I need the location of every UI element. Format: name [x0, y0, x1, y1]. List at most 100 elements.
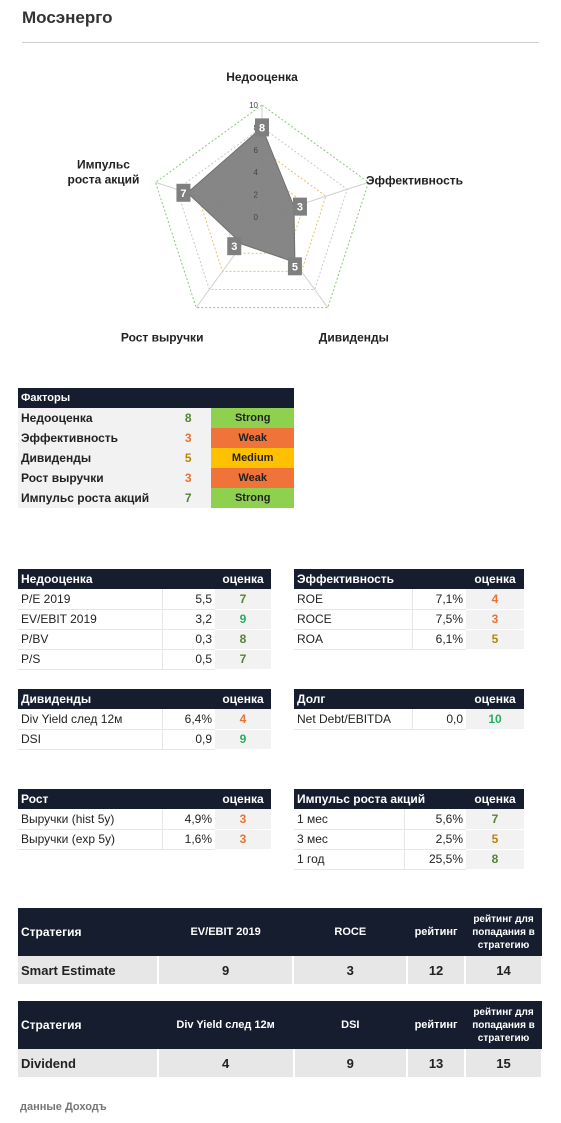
metric-name: DSI: [18, 729, 162, 750]
debt-table: Долг оценка Net Debt/EBITDA 0,0 10: [294, 689, 524, 730]
factor-score: 3: [165, 468, 212, 488]
radar-tick-label: 4: [254, 168, 259, 177]
table-row: Div Yield след 12м 6,4% 4: [18, 709, 271, 730]
table-row: P/S 0,5 7: [18, 649, 271, 670]
score-header: оценка: [215, 569, 271, 589]
metric-name: 1 мес: [294, 809, 404, 830]
metric-score: 10: [466, 709, 524, 730]
metric-value: 0,9: [161, 729, 215, 750]
factor-name: Дивиденды: [18, 448, 166, 468]
metric-value: 7,5%: [411, 609, 466, 630]
metric-value: 25,5%: [403, 849, 466, 870]
strategy-smart-estimate-table: Стратегия EV/EBIT 2019 ROCE рейтинг рейт…: [18, 908, 543, 984]
factor-row-dividends: Дивиденды 5 Medium: [18, 448, 294, 468]
factor-name: Рост выручки: [18, 468, 166, 488]
metric-value: 0,0: [411, 709, 466, 730]
factor-rating-badge: Weak: [211, 428, 294, 448]
radar-grid-ring: [154, 104, 370, 309]
metric-score: 4: [466, 589, 524, 610]
metric-name: Выручки (hist 5y): [18, 809, 162, 830]
metric-name: P/BV: [18, 629, 162, 650]
factor-rating-badge: Strong: [211, 408, 294, 428]
radar-value-box: [255, 118, 269, 137]
metric-value: 0,3: [161, 629, 215, 650]
metric-score: 5: [466, 829, 524, 850]
radar-value-marker: 8: [255, 118, 269, 137]
undervaluation-table: Недооценка оценка P/E 2019 5,5 7 EV/EBIT…: [18, 569, 271, 670]
factor-name: Эффективность: [18, 428, 166, 448]
radar-value-label: 7: [180, 188, 186, 200]
table-row: EV/EBIT 2019 3,2 9: [18, 609, 271, 630]
table-row: Net Debt/EBITDA 0,0 10: [294, 709, 524, 730]
factor-name: Импульс роста акций: [18, 488, 166, 508]
radar-axis-label: Рост выручки: [121, 331, 204, 345]
factor-row-revenue-growth: Рост выручки 3 Weak: [18, 468, 294, 488]
table-row: ROA 6,1% 5: [294, 629, 524, 650]
table-row: 1 мес 5,6% 7: [294, 809, 524, 830]
strategy-row: Dividend 4 9 13 15: [18, 1049, 543, 1077]
radar-axis-label: Недооценка: [226, 70, 298, 84]
radar-value-box: [292, 197, 307, 216]
strategy-rating-header: рейтинг: [407, 908, 466, 956]
table-row: 1 год 25,5% 8: [294, 849, 524, 870]
dividends-header: Дивиденды: [18, 689, 215, 709]
metric-score: 7: [215, 649, 271, 670]
metric-score: 9: [215, 609, 271, 630]
table-row: 3 мес 2,5% 5: [294, 829, 524, 850]
growth-table: Рост оценка Выручки (hist 5y) 4,9% 3 Выр…: [18, 789, 271, 850]
score-header: оценка: [466, 689, 524, 709]
radar-axis-label: Дивиденды: [319, 331, 389, 345]
factor-name: Недооценка: [18, 408, 166, 428]
metric-name: Выручки (exp 5y): [18, 829, 162, 850]
strategy-name: Dividend: [18, 1049, 159, 1077]
metric-value: 5,6%: [403, 809, 466, 830]
metric-score: 3: [215, 809, 271, 830]
metric-name: ROE: [294, 589, 412, 610]
strategy-dividend-table: Стратегия Div Yield след 12м DSI рейтинг…: [18, 1001, 543, 1077]
strategy-row: Smart Estimate 9 3 12 14: [18, 956, 543, 984]
radar-tick-label: 2: [254, 191, 259, 200]
radar-tick-label: 10: [249, 101, 258, 110]
radar-value-label: 3: [231, 241, 237, 253]
metric-score: 7: [215, 589, 271, 610]
dividends-table: Дивиденды оценка Div Yield след 12м 6,4%…: [18, 689, 271, 750]
radar-value-marker: 7: [176, 183, 191, 202]
metric-name: P/E 2019: [18, 589, 162, 610]
table-row: P/BV 0,3 8: [18, 629, 271, 650]
factor-score: 8: [165, 408, 212, 428]
momentum-table: Импульс роста акций оценка 1 мес 5,6% 7 …: [294, 789, 524, 870]
factors-table: Факторы Недооценка 8 Strong Эффективност…: [18, 388, 294, 508]
metric-value: 2,5%: [403, 829, 466, 850]
metric-score: 5: [466, 629, 524, 650]
radar-value-marker: 3: [292, 197, 307, 216]
radar-value-box: [227, 237, 242, 256]
table-row: DSI 0,9 9: [18, 729, 271, 750]
factor-rating-badge: Medium: [211, 448, 294, 468]
metric-name: Net Debt/EBITDA: [294, 709, 412, 730]
metric-name: 3 мес: [294, 829, 404, 850]
strategy-threshold-value: 15: [465, 1049, 543, 1077]
table-row: P/E 2019 5,5 7: [18, 589, 271, 610]
debt-header: Долг: [294, 689, 466, 709]
table-row: Выручки (hist 5y) 4,9% 3: [18, 809, 271, 830]
metric-value: 3,2: [161, 609, 215, 630]
table-row: ROCE 7,5% 3: [294, 609, 524, 630]
efficiency-table: Эффективность оценка ROE 7,1% 4 ROCE 7,5…: [294, 569, 524, 650]
strategy-metric2-header: DSI: [293, 1001, 408, 1049]
metric-name: Div Yield след 12м: [18, 709, 162, 730]
metric-score: 3: [215, 829, 271, 850]
score-header: оценка: [466, 789, 524, 809]
strategy-metric1-header: Div Yield след 12м: [157, 1001, 294, 1049]
factor-row-efficiency: Эффективность 3 Weak: [18, 428, 294, 448]
strategy-metric2-value: 9: [293, 1049, 409, 1077]
metric-name: ROCE: [294, 609, 412, 630]
strategy-header: Стратегия: [18, 1001, 158, 1049]
radar-value-label: 8: [259, 122, 265, 134]
metric-value: 5,5: [161, 589, 215, 610]
radar-chart: 0 2 4 6 8 10 Недооценка Эффективность Дивиденды…: [68, 70, 463, 345]
metric-name: 1 год: [294, 849, 404, 870]
metric-score: 7: [466, 809, 524, 830]
strategy-metric1-header: EV/EBIT 2019: [157, 908, 294, 956]
strategy-metric1-value: 4: [157, 1049, 295, 1077]
metric-name: P/S: [18, 649, 162, 670]
